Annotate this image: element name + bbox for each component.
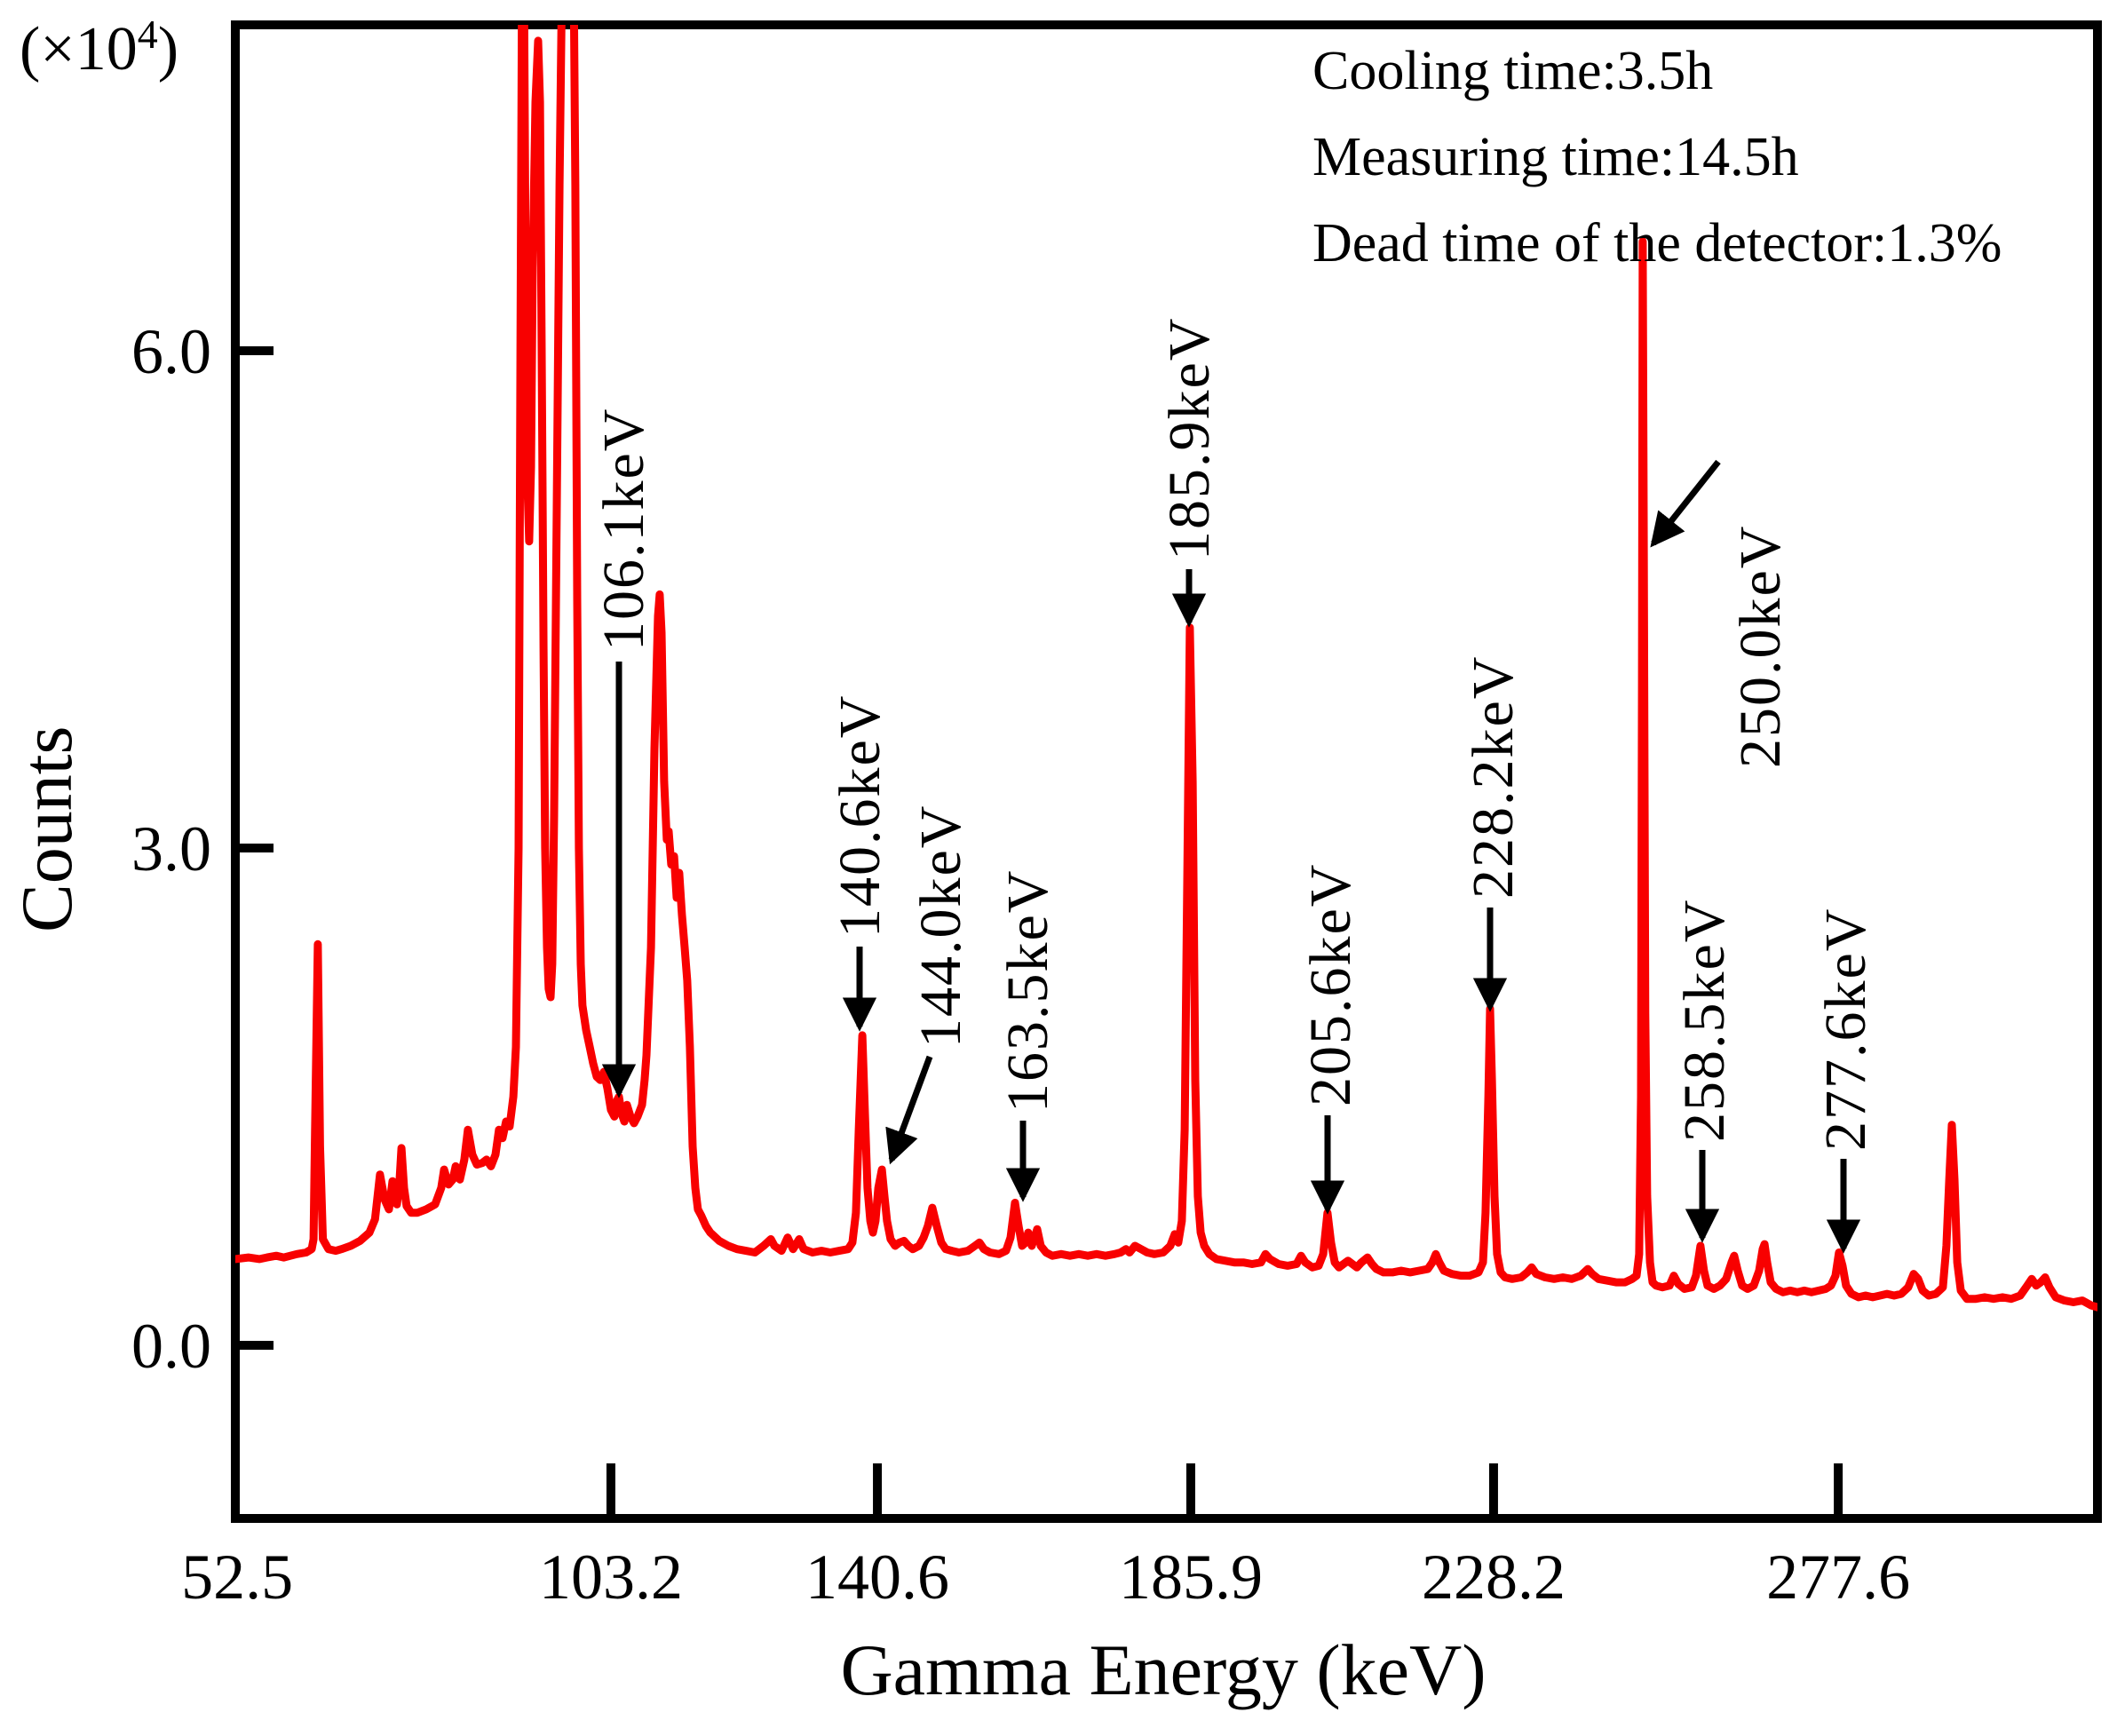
x-tick-label: 103.2	[539, 1542, 683, 1613]
x-tick-label: 140.6	[805, 1542, 949, 1613]
plot-frame	[231, 20, 2102, 1523]
info-cooling-time: Cooling time:3.5h	[1312, 41, 1713, 101]
y-tick-label: 6.0	[131, 316, 211, 387]
y-tick-label: 3.0	[131, 813, 211, 884]
spectrum-trace	[235, 25, 2097, 1312]
peak-label: 140.6keV	[828, 694, 892, 938]
peak-label: 163.5keV	[995, 869, 1060, 1113]
info-dead-time: Dead time of the detector:1.3%	[1312, 213, 2002, 273]
peak-arrow	[885, 1055, 933, 1165]
peak-label: 144.0keV	[908, 805, 973, 1048]
x-tick-label: 52.5	[181, 1542, 293, 1613]
x-tick-label: 277.6	[1766, 1542, 1910, 1613]
peak-label: 228.2keV	[1461, 655, 1526, 899]
x-tick-label: 228.2	[1422, 1542, 1566, 1613]
axis-ticks	[240, 345, 1843, 1514]
peak-label: 185.9keV	[1157, 317, 1222, 560]
y-tick-label: 0.0	[131, 1311, 211, 1382]
peak-arrow	[1650, 459, 1721, 548]
peak-annotations: 106.1keV 140.6keV 144.0keV 163.5keV 185.9keV…	[591, 317, 1878, 1254]
peak-label: 106.1keV	[591, 408, 656, 651]
peak-label: 277.6keV	[1813, 908, 1878, 1151]
x-axis-label: Gamma Energy (keV)	[840, 1629, 1486, 1710]
peak-label: 250.0keV	[1728, 525, 1793, 768]
y-scale-note: (×104)	[20, 12, 178, 83]
peak-label: 258.5keV	[1672, 899, 1737, 1142]
x-tick-label: 185.9	[1119, 1542, 1263, 1613]
spectrum-trace-group	[235, 25, 2097, 1312]
y-axis-label: Counts	[6, 726, 87, 932]
axis-tick-labels: 52.5 103.2 140.6 185.9 228.2 277.6 6.0 3.0 0.0	[131, 316, 1910, 1613]
info-measuring-time: Measuring time:14.5h	[1312, 127, 1799, 187]
peak-label: 205.6keV	[1298, 863, 1363, 1106]
